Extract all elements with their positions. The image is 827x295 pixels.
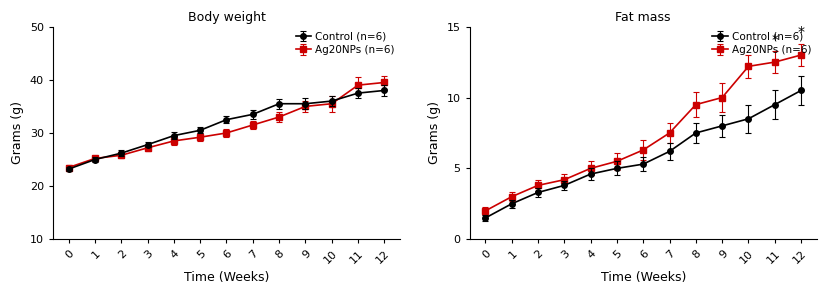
Legend: Control (n=6), Ag20NPs (n=6): Control (n=6), Ag20NPs (n=6): [711, 32, 810, 55]
X-axis label: Time (Weeks): Time (Weeks): [184, 271, 269, 284]
Title: Body weight: Body weight: [188, 11, 265, 24]
X-axis label: Time (Weeks): Time (Weeks): [600, 271, 685, 284]
Text: *: *: [771, 32, 777, 47]
Y-axis label: Grams (g): Grams (g): [428, 101, 441, 164]
Y-axis label: Grams (g): Grams (g): [11, 101, 24, 164]
Legend: Control (n=6), Ag20NPs (n=6): Control (n=6), Ag20NPs (n=6): [295, 32, 394, 55]
Text: *: *: [796, 25, 804, 40]
Title: Fat mass: Fat mass: [614, 11, 670, 24]
